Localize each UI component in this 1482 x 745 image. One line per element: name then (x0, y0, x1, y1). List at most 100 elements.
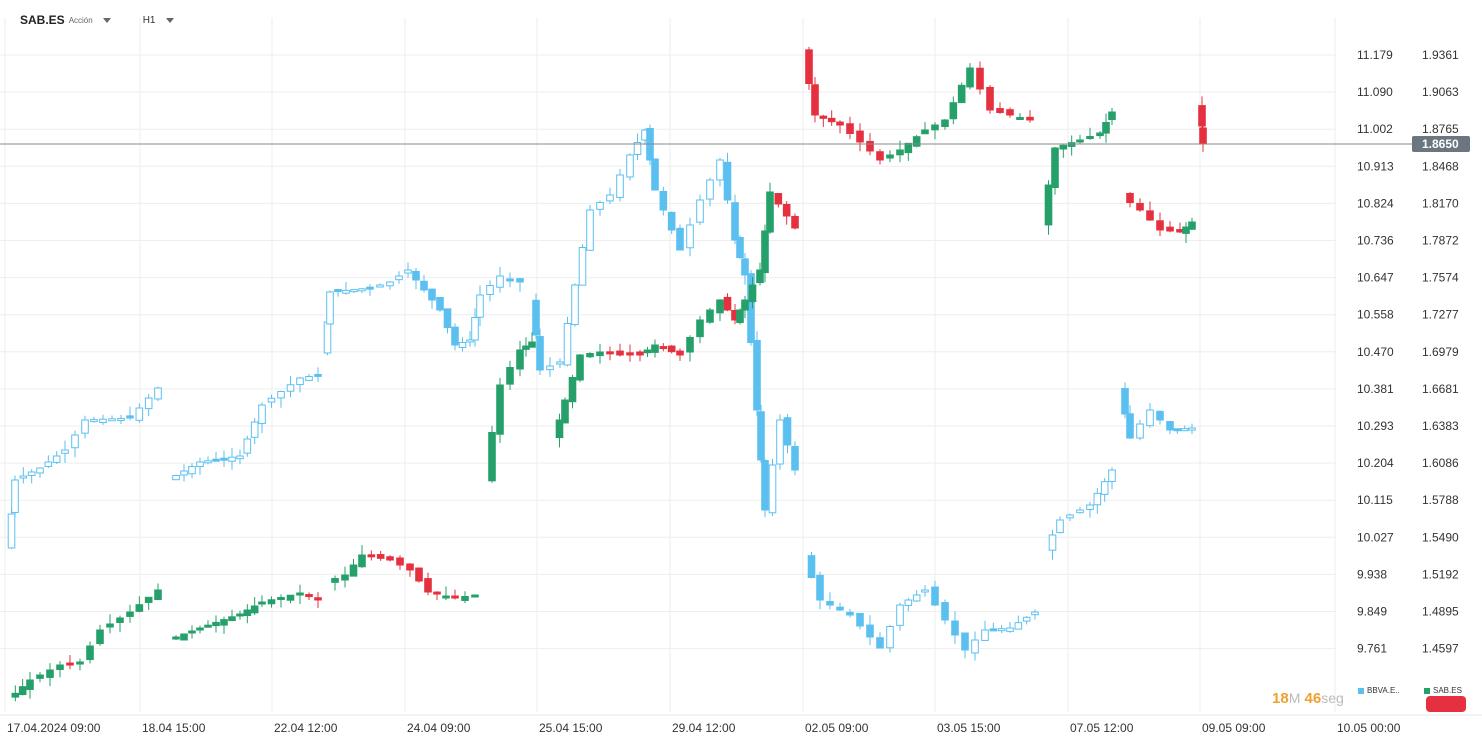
candle-body (1199, 127, 1207, 145)
candle-body (921, 129, 929, 135)
candle-body (676, 350, 684, 356)
candle-body (1056, 519, 1064, 534)
current-price-label: 1.8650 (1422, 137, 1459, 151)
candle-body (188, 630, 196, 634)
candle-body (896, 604, 904, 626)
candle-body (212, 621, 220, 627)
right-price-tick: 1.8468 (1422, 159, 1459, 173)
candle-body (334, 288, 342, 292)
candle-body (757, 411, 765, 461)
candle-body (81, 419, 89, 434)
right-price-tick: 1.6383 (1422, 419, 1459, 433)
candle-body (204, 460, 212, 464)
candle-body (1044, 184, 1053, 226)
candle-body (236, 613, 244, 617)
right-price-tick: 1.9361 (1422, 48, 1459, 62)
left-price-tick: 10.736 (1357, 234, 1394, 248)
candle-body (989, 628, 998, 632)
candle-body (7, 513, 16, 549)
candle-body (866, 624, 874, 638)
candle-body (36, 467, 44, 474)
time-tick-label: 09.05 09:00 (1202, 721, 1266, 735)
candle-body (1086, 136, 1094, 139)
candle-body (349, 564, 358, 577)
candle-body (243, 438, 252, 454)
legend-item-sab[interactable]: SAB.ES (1424, 686, 1462, 695)
candle-body (358, 288, 366, 292)
candle-body (228, 456, 236, 462)
candle-body (1096, 132, 1104, 137)
candle-countdown-timer: 18M 46seg (1272, 690, 1344, 707)
candle-body (1188, 221, 1196, 230)
candle-body (931, 124, 939, 131)
legend-label-sab: SAB.ES (1433, 686, 1462, 695)
candle-body (243, 609, 252, 617)
candle-body (196, 461, 204, 467)
left-price-tick: 10.027 (1357, 530, 1394, 544)
candle-body (326, 291, 334, 325)
candle-body (443, 308, 452, 328)
candle-body (774, 193, 783, 205)
candle-body (586, 209, 594, 251)
candle-body (896, 149, 904, 156)
candle-body (791, 215, 799, 229)
candle-body (1086, 504, 1094, 510)
candle-body (286, 594, 295, 601)
candle-body (667, 345, 676, 353)
candle-body (912, 136, 921, 147)
candle-body (696, 199, 704, 223)
candle-body (1166, 421, 1174, 431)
candle-body (836, 121, 844, 126)
candle-body (532, 299, 540, 336)
symbol-dropdown-chevron-down-icon[interactable] (102, 17, 111, 23)
right-price-tick: 1.5490 (1422, 530, 1459, 544)
timer-min-unit: M (1288, 690, 1301, 706)
candle-body (736, 237, 744, 259)
candle-body (1108, 111, 1116, 121)
sell-button[interactable] (1426, 696, 1466, 712)
candle-body (488, 432, 496, 482)
candle-body (1100, 481, 1109, 495)
current-price-badge-bg (1412, 136, 1470, 152)
candle-body (250, 421, 259, 438)
candle-body (506, 367, 514, 385)
timeframe-dropdown-chevron-down-icon[interactable] (165, 17, 174, 23)
time-tick-label: 17.04.2024 09:00 (7, 721, 101, 735)
legend-item-bbva[interactable]: BBVA.E.. (1358, 686, 1400, 695)
candle-body (1108, 469, 1116, 482)
timeframe-label[interactable]: H1 (142, 14, 156, 26)
candle-body (716, 159, 724, 181)
candle-body (1198, 105, 1206, 127)
time-axis: 17.04.2024 09:00 18.04 15:00 22.04 12:00 24… (7, 721, 1401, 735)
candle-body (904, 599, 913, 606)
candle-body (172, 636, 180, 640)
candle-body (578, 247, 587, 286)
left-price-tick: 10.470 (1357, 345, 1394, 359)
candle-body (117, 417, 125, 421)
legend-swatch-sab (1424, 687, 1430, 694)
candle-body (204, 624, 212, 628)
candle-body (486, 285, 494, 295)
candle-body (144, 596, 153, 603)
left-price-axis: 11.179 11.090 11.002 10.913 10.824 10.736 10.6… (1357, 48, 1394, 656)
symbol-label: SAB.ES (20, 13, 65, 27)
legend-label-bbva: BBVA.E.. (1367, 686, 1400, 695)
candle-body (56, 664, 64, 670)
candle-body (626, 352, 634, 356)
candle-body (1031, 611, 1039, 616)
right-price-tick: 1.9063 (1422, 85, 1459, 99)
candle-body (651, 158, 659, 191)
candle-body (846, 611, 854, 616)
candle-body (826, 601, 834, 606)
candle-body (1048, 534, 1057, 551)
candle-body (1156, 220, 1164, 231)
right-price-tick: 1.5192 (1422, 567, 1459, 581)
candle-body (723, 161, 732, 201)
candle-body (748, 284, 757, 303)
time-tick-label: 22.04 12:00 (274, 721, 338, 735)
candle-body (404, 269, 412, 274)
left-price-tick: 10.647 (1357, 271, 1394, 285)
candle-body (768, 464, 777, 514)
candle-body (71, 434, 79, 449)
